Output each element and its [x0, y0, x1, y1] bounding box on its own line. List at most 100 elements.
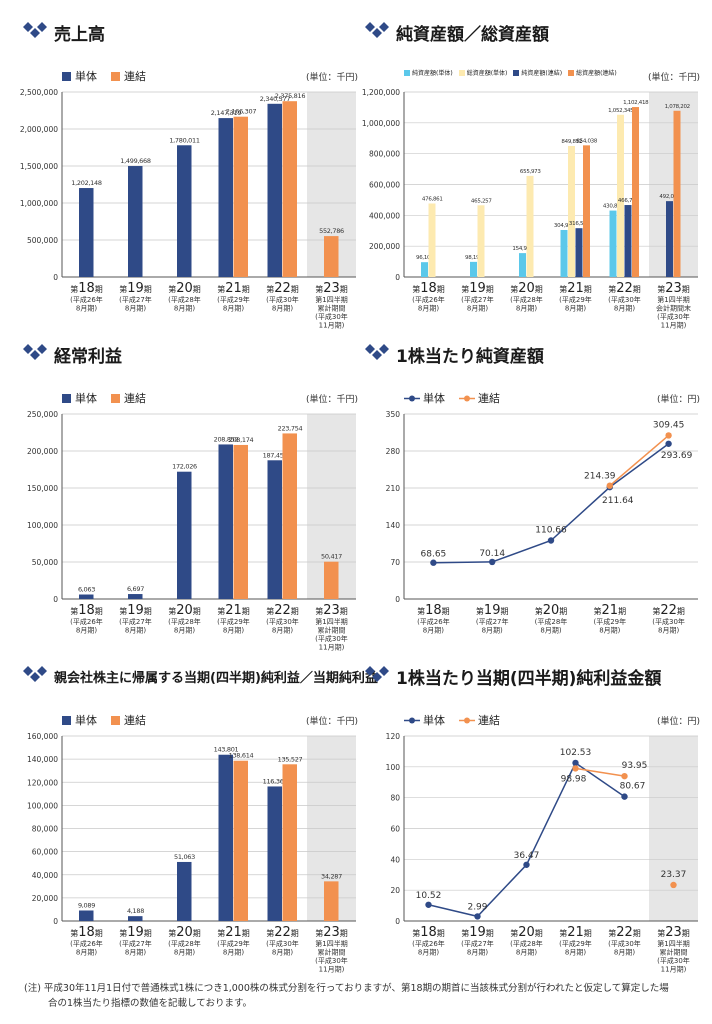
x-tick-sublabel: 8月期)	[125, 627, 146, 635]
x-tick-sublabel: (平成29年	[217, 617, 250, 626]
bar-b-5	[673, 110, 681, 277]
x-tick-label: 第22期	[608, 925, 641, 940]
y-tick-label: 140	[386, 521, 401, 530]
bar-b-1	[477, 205, 485, 277]
x-tick-sublabel: 8月期)	[658, 627, 679, 635]
data-label: 309.45	[653, 420, 685, 430]
bar-a-0	[79, 188, 94, 277]
chart-netincome: 0 20,000 40,000 60,000 80,000 100,000 120,000 1…	[27, 732, 356, 974]
legend-swatch-renketsu	[111, 71, 120, 81]
x-tick-sublabel: 8月期)	[125, 949, 146, 957]
x-tick-sublabel: 8月期)	[614, 949, 635, 957]
x-tick-label: 第21期	[217, 281, 250, 296]
legend: 単体 連結	[62, 390, 160, 406]
legend-label-renketsu: 連結	[124, 714, 146, 727]
x-tick-sublabel: (平成30年	[315, 956, 348, 965]
point-1-4	[621, 772, 628, 780]
diamond-icon	[23, 22, 47, 38]
x-tick-sublabel: 8月期)	[125, 305, 146, 313]
point-0-3	[572, 759, 579, 767]
x-tick-sublabel: (平成30年	[266, 617, 299, 626]
y-tick-label: 0	[395, 273, 400, 282]
y-tick-label: 2,000,000	[20, 125, 58, 134]
chart-sales: 0 500,000 1,000,000 1,500,000 2,000,000 2,500…	[20, 88, 356, 330]
data-label: 96,107	[416, 255, 434, 261]
legend: 単体 連結	[404, 390, 514, 406]
data-label: 172,026	[172, 463, 197, 471]
data-label: 110.66	[535, 526, 567, 536]
x-tick-sublabel: 累計期間	[318, 948, 346, 957]
point-0-0	[425, 901, 432, 908]
x-tick-sublabel: 8月期)	[174, 949, 195, 957]
data-label: 143,801	[214, 746, 239, 754]
legend-label-tantai: 単体	[423, 714, 445, 727]
data-label: 135,527	[278, 755, 303, 763]
y-tick-label: 160,000	[27, 732, 58, 741]
point-0-1	[489, 558, 496, 566]
data-label: 208,852	[214, 435, 239, 443]
data-label: 211.64	[602, 496, 634, 506]
x-tick-sublabel: (平成30年	[266, 295, 299, 304]
x-tick-label: 第19期	[119, 603, 152, 618]
x-tick-label: 第18期	[70, 925, 103, 940]
x-tick-label: 第22期	[266, 281, 299, 296]
bar-a-1	[128, 916, 143, 921]
x-tick-label: 第19期	[119, 281, 152, 296]
data-label: 214.39	[584, 472, 616, 482]
chart-title: 親会社株主に帰属する当期(四半期)純利益／当期純利益	[54, 670, 378, 686]
bar-a-2	[177, 471, 192, 599]
data-label: 304,977	[554, 223, 575, 229]
x-tick-label: 第23期	[657, 281, 690, 296]
x-tick-sublabel: 8月期)	[423, 627, 444, 635]
y-tick-label: 210	[386, 484, 401, 493]
y-tick-label: 200,000	[369, 242, 400, 251]
bar-a-4	[267, 103, 282, 277]
chart-assets: 0 200,000 400,000 600,000 800,000 1,000,000 1,…	[362, 88, 698, 330]
panel-ordinary: 経常利益 単体 連結 (単位：千円) 0 50,000 100,000 150,000…	[22, 340, 362, 660]
bar-a-3	[560, 229, 568, 277]
x-tick-sublabel: (平成27年	[119, 295, 152, 304]
x-tick-sublabel: 8月期)	[516, 305, 537, 313]
unit-label: (単位：千円)	[305, 73, 358, 83]
y-tick-label: 2,500,000	[20, 88, 58, 97]
x-tick-label: 第22期	[652, 603, 685, 618]
y-tick-label: 100	[386, 763, 401, 772]
data-label: 23.37	[661, 870, 687, 880]
data-label: 68.65	[421, 550, 447, 560]
y-tick-label: 1,500,000	[20, 162, 58, 171]
legend-swatch	[513, 69, 520, 76]
panel-netincome: 親会社株主に帰属する当期(四半期)純利益／当期純利益 単体 連結 (単位：千円)…	[22, 662, 378, 982]
data-label: 36.47	[514, 851, 540, 861]
legend: 単体 連結	[62, 68, 160, 84]
data-label: 4,188	[127, 907, 144, 915]
y-tick-label: 500,000	[27, 236, 58, 245]
panel-eps: 1株当たり当期(四半期)純利益金額 単体 連結 (単位：円) 0 20 40 60 80…	[364, 662, 704, 982]
x-tick-sublabel: 累計期間	[660, 948, 688, 957]
legend-label-tantai: 単体	[75, 392, 97, 405]
legend-label-renketsu: 連結	[478, 392, 500, 405]
y-tick-label: 350	[386, 410, 401, 419]
legend: 単体 連結	[404, 712, 514, 728]
data-label: 655,973	[520, 169, 541, 175]
x-tick-sublabel: 8月期)	[599, 627, 620, 635]
bar-b-4	[282, 101, 297, 278]
x-tick-sublabel: (平成29年	[559, 295, 592, 304]
legend: 単体 連結	[62, 712, 160, 728]
legend-label-tantai: 単体	[75, 70, 97, 83]
legend-marker-tantai	[404, 717, 420, 723]
x-tick-sublabel: 11月期)	[319, 644, 345, 652]
x-tick-label: 第19期	[476, 603, 509, 618]
x-tick-sublabel: (平成29年	[559, 939, 592, 948]
data-label: 1,202,148	[71, 179, 102, 187]
y-tick-label: 40,000	[32, 871, 58, 880]
y-tick-label: 0	[53, 595, 58, 604]
data-label: 2,340,577	[260, 95, 291, 103]
bar-b-5	[324, 881, 339, 921]
x-tick-sublabel: (平成28年	[510, 939, 543, 948]
x-tick-sublabel: (平成27年	[461, 295, 494, 304]
x-tick-label: 第22期	[608, 281, 641, 296]
legend-swatch-tantai	[62, 715, 71, 725]
legend-label: 純資産額(連結)	[521, 70, 563, 77]
bar-b-3	[233, 760, 248, 921]
x-tick-sublabel: 8月期)	[467, 949, 488, 957]
